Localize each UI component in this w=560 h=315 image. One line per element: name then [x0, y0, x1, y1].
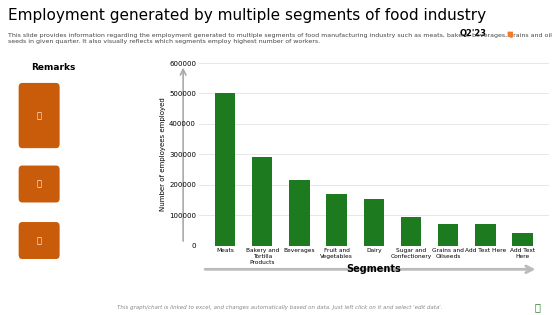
Text: This slide provides information regarding the employment generated to multiple s: This slide provides information regardin…: [8, 33, 552, 44]
Text: Employment generated by multiple segments of food industry: Employment generated by multiple segment…: [8, 8, 487, 23]
Bar: [252, 158, 272, 246]
Bar: [326, 194, 347, 246]
Bar: [289, 180, 310, 246]
FancyBboxPatch shape: [18, 166, 60, 203]
FancyArrowPatch shape: [205, 266, 533, 273]
Bar: [438, 224, 459, 246]
FancyBboxPatch shape: [18, 222, 60, 259]
Bar: [214, 94, 235, 246]
Bar: [512, 233, 533, 246]
Text: 🍽: 🍽: [36, 111, 41, 120]
FancyBboxPatch shape: [18, 83, 60, 148]
Bar: [401, 217, 421, 246]
Bar: [363, 198, 384, 246]
Text: 🏛: 🏛: [535, 302, 540, 312]
Text: Meats production
establishments provides
highest employment to
individuals in fo: Meats production establishments provides…: [68, 101, 145, 130]
Text: This graph/chart is linked to excel, and changes automatically based on data. Ju: This graph/chart is linked to excel, and…: [117, 305, 443, 310]
Text: Add text here: Add text here: [68, 181, 115, 187]
Text: 🍽: 🍽: [36, 180, 41, 188]
Y-axis label: Number of employees employed: Number of employees employed: [160, 97, 166, 211]
Bar: [475, 224, 496, 246]
Text: Segments: Segments: [347, 264, 401, 274]
Text: Q2'23: Q2'23: [460, 29, 487, 38]
Text: ■: ■: [507, 31, 514, 37]
Text: Remarks: Remarks: [31, 63, 75, 72]
Text: 🍽: 🍽: [36, 236, 41, 245]
Text: Add text here: Add text here: [68, 238, 115, 243]
